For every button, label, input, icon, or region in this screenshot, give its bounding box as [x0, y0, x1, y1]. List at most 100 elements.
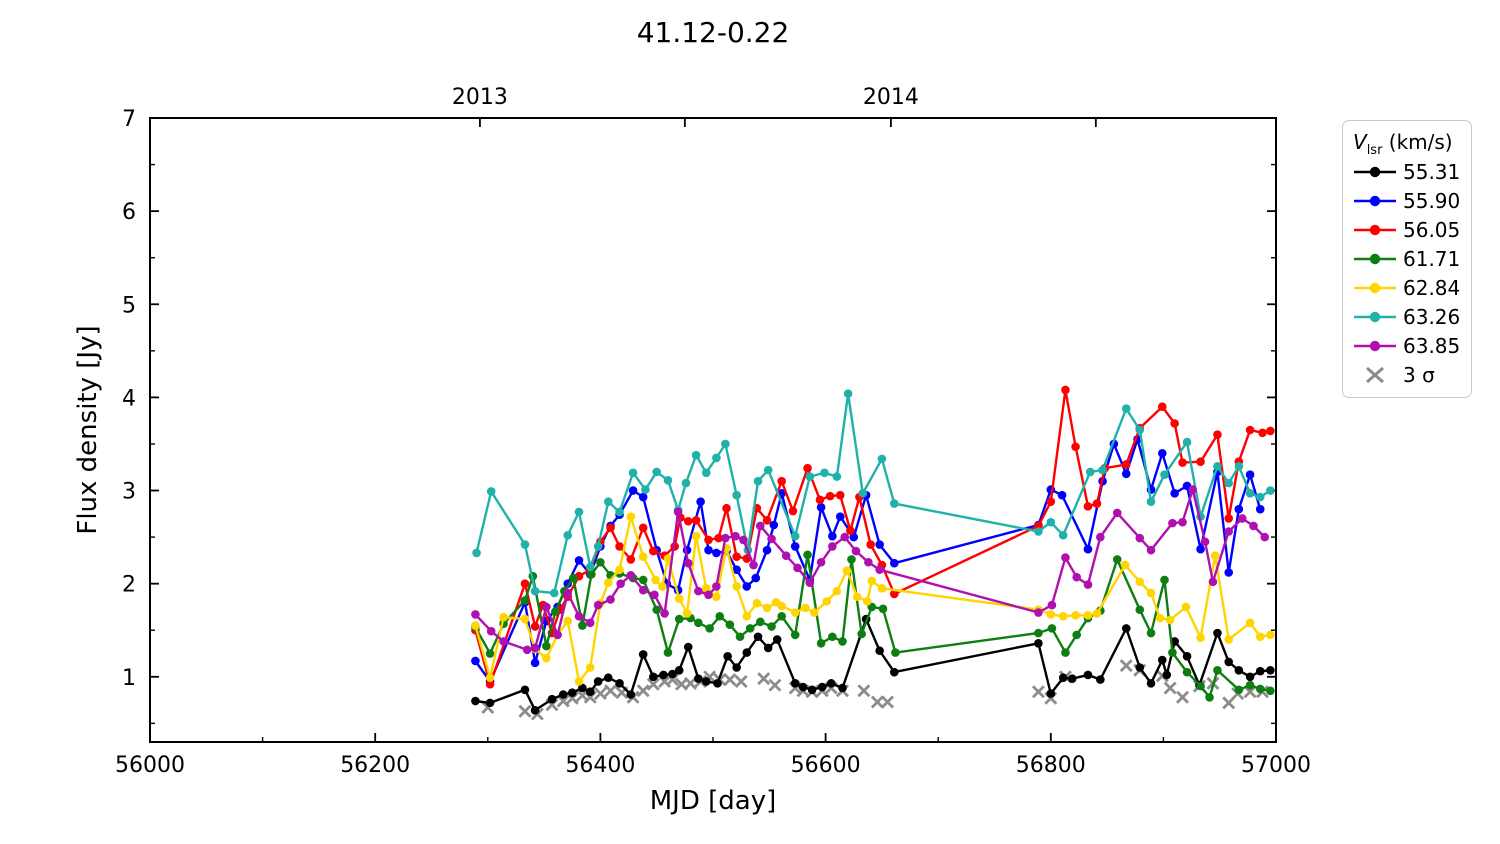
data-point — [530, 622, 540, 631]
data-point — [638, 585, 648, 595]
data-point — [547, 694, 557, 704]
x-tick-label: 57000 — [1241, 753, 1311, 778]
data-point — [1034, 527, 1043, 536]
data-point — [1146, 679, 1156, 688]
sigma-marker — [1163, 681, 1177, 695]
data-point — [691, 450, 701, 460]
x-axis-label: MJD [day] — [649, 786, 777, 816]
data-point — [649, 672, 658, 682]
data-point — [1121, 404, 1131, 413]
y-tick-label: 5 — [122, 293, 136, 318]
sigma-marker — [870, 695, 884, 709]
data-point — [1092, 609, 1102, 618]
data-point — [1034, 638, 1043, 648]
data-point — [626, 690, 636, 699]
legend: Vlsr (km/s) 55.31 55.90 56.05 61.71 62.84 63.… — [1342, 120, 1472, 398]
data-point — [715, 611, 725, 621]
data-point — [1058, 673, 1068, 683]
data-point — [1083, 670, 1093, 680]
data-point — [875, 540, 884, 549]
data-point — [1160, 470, 1169, 480]
data-point — [522, 645, 532, 655]
data-point — [596, 557, 605, 567]
data-point — [530, 706, 540, 715]
data-point — [1237, 514, 1247, 523]
data-point — [1061, 553, 1070, 562]
legend-item: 55.90 — [1353, 186, 1465, 215]
data-point — [1157, 448, 1167, 458]
series-62.84 — [471, 512, 1275, 686]
data-point — [1157, 655, 1167, 665]
data-point — [638, 523, 648, 533]
data-point — [1168, 648, 1177, 657]
sigma-marker — [723, 673, 737, 687]
data-point — [673, 507, 683, 517]
data-point — [817, 682, 827, 692]
data-point — [1234, 685, 1244, 695]
data-point — [753, 632, 763, 642]
data-point — [1245, 470, 1255, 480]
data-point — [1224, 635, 1234, 644]
data-point — [578, 683, 587, 693]
data-point — [849, 532, 859, 542]
data-point — [567, 688, 577, 697]
data-point — [1266, 686, 1275, 696]
data-point — [660, 609, 669, 618]
x-tick-label: 56800 — [1016, 753, 1086, 778]
data-point — [803, 550, 812, 560]
data-point — [825, 491, 835, 501]
data-point — [681, 478, 691, 488]
data-point — [574, 611, 584, 621]
data-point — [722, 503, 731, 513]
data-point — [1072, 630, 1081, 640]
data-point — [472, 548, 481, 558]
data-point — [851, 546, 861, 556]
data-point — [1083, 544, 1093, 554]
data-point — [626, 570, 636, 580]
data-point — [807, 685, 817, 695]
data-point — [1196, 544, 1205, 554]
legend-item: 3 σ — [1353, 360, 1465, 389]
data-point — [485, 679, 495, 689]
data-point — [683, 642, 693, 652]
data-point — [889, 589, 899, 599]
sigma-marker — [881, 695, 895, 709]
data-point — [877, 584, 887, 593]
data-point — [838, 683, 847, 693]
data-point — [471, 621, 480, 630]
data-point — [723, 652, 732, 661]
series-3σ — [481, 659, 1269, 721]
data-point — [712, 592, 721, 602]
data-point — [574, 556, 584, 565]
series-63.85 — [471, 485, 1270, 655]
data-point — [1205, 692, 1214, 702]
data-point — [732, 582, 741, 591]
y-tick-label: 3 — [122, 480, 136, 505]
data-point — [486, 487, 496, 496]
data-point — [549, 588, 559, 598]
data-point — [1071, 442, 1080, 452]
data-point — [835, 512, 845, 521]
data-point — [1245, 489, 1255, 498]
data-point — [585, 618, 595, 628]
data-point — [1245, 425, 1255, 435]
data-point — [1213, 430, 1222, 439]
data-point — [1121, 624, 1131, 633]
data-point — [732, 552, 741, 561]
data-point — [705, 624, 714, 633]
data-point — [683, 558, 693, 568]
data-point — [1061, 385, 1070, 395]
data-point — [638, 575, 648, 585]
data-point — [663, 475, 673, 485]
data-point — [530, 586, 540, 596]
data-point — [1255, 504, 1265, 514]
legend-item-label: 3 σ — [1403, 362, 1435, 387]
data-point — [1057, 490, 1067, 500]
data-point — [615, 679, 624, 688]
data-point — [1146, 628, 1156, 638]
legend-line-marker-icon — [1354, 166, 1396, 177]
data-point — [1146, 588, 1156, 598]
data-point — [1213, 462, 1222, 471]
legend-item-label: 63.26 — [1403, 304, 1461, 329]
